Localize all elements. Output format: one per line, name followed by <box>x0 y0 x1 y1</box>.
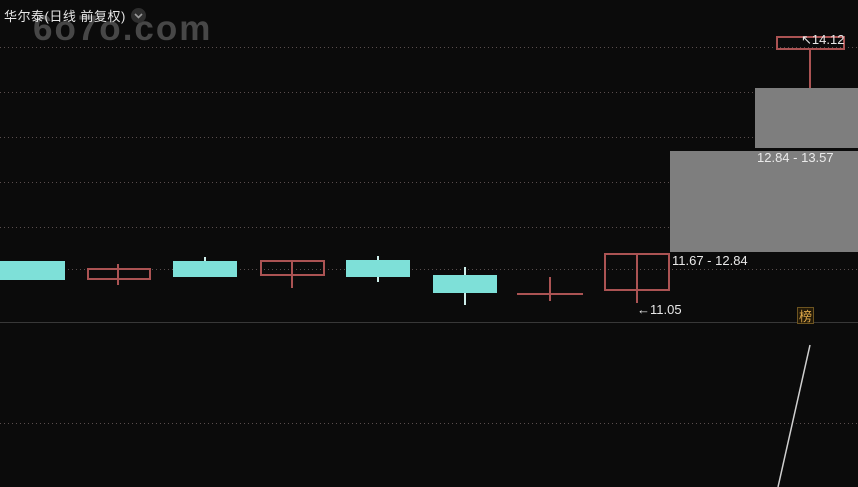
gridline <box>0 227 858 228</box>
chart-titlebar: 华尔泰(日线 前复权) <box>4 6 146 25</box>
candle[interactable] <box>604 253 670 291</box>
rank-badge[interactable]: 榜 <box>797 307 814 324</box>
gap-range-box <box>670 151 858 252</box>
price-annotation: ←11.05 <box>637 302 682 317</box>
candle-wick <box>549 277 551 301</box>
chevron-down-icon[interactable] <box>130 8 146 23</box>
candle[interactable] <box>260 260 325 276</box>
gridline <box>0 423 858 424</box>
gridline <box>0 47 858 48</box>
candle[interactable] <box>517 293 583 295</box>
candle-wick <box>636 253 638 303</box>
gap-range-label: 11.67 - 12.84 <box>672 253 748 268</box>
gridline <box>0 182 858 183</box>
candle[interactable] <box>87 268 151 280</box>
gridline <box>0 269 858 270</box>
panel-divider <box>0 322 858 323</box>
gap-range-box <box>755 88 858 148</box>
gridline <box>0 137 858 138</box>
candle[interactable] <box>433 275 497 293</box>
main-chart-area[interactable]: 华尔泰(日线 前复权) 6o7o.com 12.84 - 13.57 11.67 … <box>0 0 858 322</box>
gap-range-label: 12.84 - 13.57 <box>757 150 834 165</box>
candle[interactable] <box>346 260 410 277</box>
gridline <box>0 92 858 93</box>
candle[interactable] <box>776 36 845 50</box>
sub-indicator-panel[interactable]: 爆量竞价副图 爆量竞价打板: 1.00 ↑ <box>0 323 858 487</box>
candle-wick <box>809 50 811 88</box>
watermark: 6o7o.com <box>33 9 213 48</box>
chart-title: 华尔泰(日线 前复权) <box>4 9 126 24</box>
candle-wick <box>117 264 119 285</box>
price-annotation: ↖14.12 <box>801 32 845 47</box>
candle[interactable] <box>0 261 65 280</box>
candle[interactable] <box>173 261 237 277</box>
